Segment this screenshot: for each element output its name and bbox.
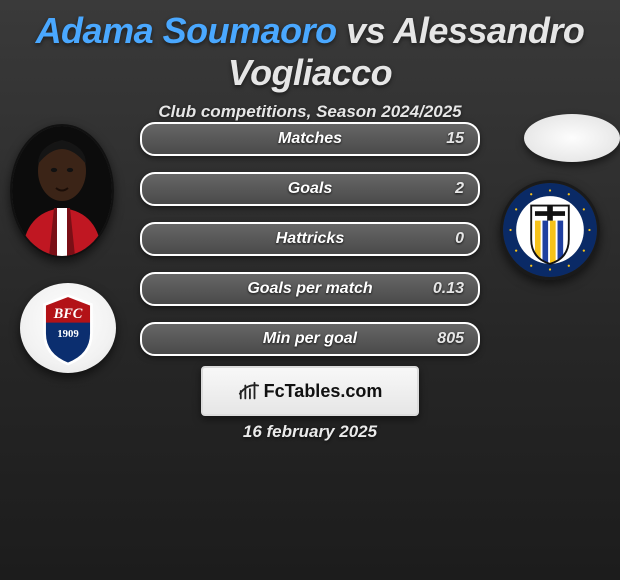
stat-value-right: 2 — [455, 174, 464, 204]
club-crest-left: BFC 1909 — [20, 283, 116, 373]
footer-brand-badge: FcTables.com — [201, 366, 419, 416]
stat-row-matches: Matches 15 — [140, 122, 480, 156]
bologna-crest-icon: BFC 1909 — [20, 283, 116, 373]
player-headshot-icon — [12, 126, 112, 256]
svg-text:BFC: BFC — [53, 306, 83, 322]
title-vs: vs — [346, 10, 385, 51]
footer-date: 16 february 2025 — [0, 422, 620, 442]
title-player-1: Adama Soumaoro — [36, 10, 337, 51]
player-left-avatar — [10, 124, 114, 258]
stat-row-min-per-goal: Min per goal 805 — [140, 322, 480, 356]
parma-crest-icon — [503, 183, 597, 277]
stat-value-right: 0 — [455, 224, 464, 254]
stat-label: Goals — [142, 174, 478, 204]
stats-list: Matches 15 Goals 2 Hattricks 0 Goals per… — [140, 122, 480, 372]
stat-label: Hattricks — [142, 224, 478, 254]
stat-label: Goals per match — [142, 274, 478, 304]
comparison-card: Adama Soumaoro vs Alessandro Vogliacco C… — [0, 0, 620, 580]
stat-row-goals-per-match: Goals per match 0.13 — [140, 272, 480, 306]
stat-label: Min per goal — [142, 324, 478, 354]
stat-row-hattricks: Hattricks 0 — [140, 222, 480, 256]
player-right-avatar-placeholder — [524, 114, 620, 162]
page-title: Adama Soumaoro vs Alessandro Vogliacco — [0, 10, 620, 94]
stat-value-right: 0.13 — [433, 274, 464, 304]
subtitle: Club competitions, Season 2024/2025 — [0, 102, 620, 122]
stat-row-goals: Goals 2 — [140, 172, 480, 206]
stat-value-right: 15 — [446, 124, 464, 154]
stat-value-right: 805 — [437, 324, 464, 354]
club-crest-right — [500, 180, 600, 280]
svg-text:1909: 1909 — [57, 328, 79, 340]
fctables-logo-icon — [238, 380, 260, 402]
footer-brand-text: FcTables.com — [264, 381, 383, 402]
stat-label: Matches — [142, 124, 478, 154]
